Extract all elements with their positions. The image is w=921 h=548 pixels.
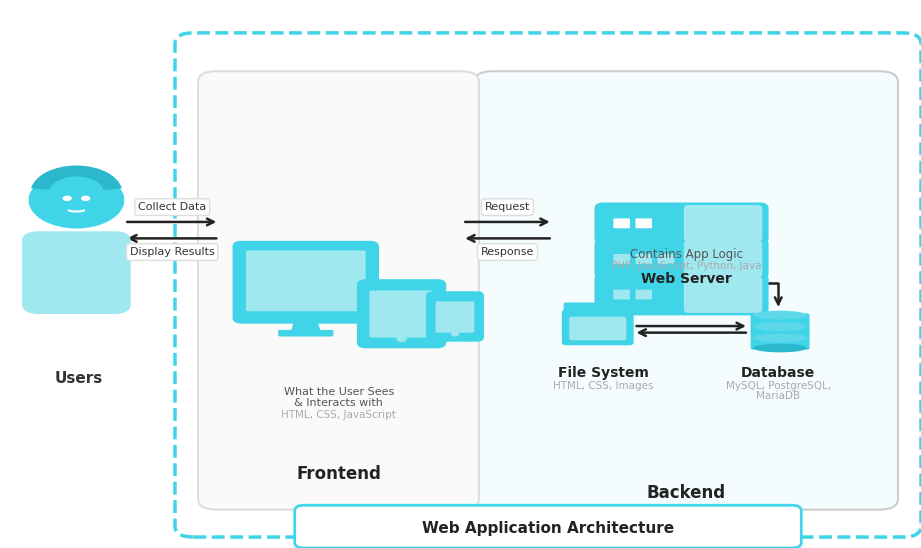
Wedge shape xyxy=(31,165,122,190)
FancyBboxPatch shape xyxy=(369,290,434,338)
FancyBboxPatch shape xyxy=(635,289,652,299)
FancyBboxPatch shape xyxy=(613,254,630,264)
FancyBboxPatch shape xyxy=(278,330,333,336)
Circle shape xyxy=(81,196,90,201)
FancyBboxPatch shape xyxy=(246,250,366,311)
Polygon shape xyxy=(291,318,321,332)
Text: Contains App Logic: Contains App Logic xyxy=(630,248,742,261)
FancyBboxPatch shape xyxy=(596,275,767,314)
Text: Web Application Architecture: Web Application Architecture xyxy=(422,521,674,536)
FancyBboxPatch shape xyxy=(234,242,378,322)
FancyBboxPatch shape xyxy=(613,289,630,299)
Circle shape xyxy=(29,172,124,229)
Text: Collect Data: Collect Data xyxy=(138,202,206,212)
Text: MariaDB: MariaDB xyxy=(756,391,800,401)
FancyBboxPatch shape xyxy=(198,71,479,510)
Text: Backend: Backend xyxy=(647,484,726,502)
FancyBboxPatch shape xyxy=(474,71,898,510)
FancyBboxPatch shape xyxy=(613,219,630,229)
Ellipse shape xyxy=(753,344,807,352)
Text: PHP, JavaScript, Python, Java: PHP, JavaScript, Python, Java xyxy=(611,261,762,271)
Circle shape xyxy=(451,332,459,336)
Text: Database: Database xyxy=(741,366,815,380)
FancyBboxPatch shape xyxy=(751,336,810,350)
FancyBboxPatch shape xyxy=(683,276,763,313)
Circle shape xyxy=(63,196,72,201)
FancyBboxPatch shape xyxy=(436,301,474,333)
FancyBboxPatch shape xyxy=(569,317,626,340)
Text: Frontend: Frontend xyxy=(297,465,381,483)
FancyBboxPatch shape xyxy=(427,293,483,340)
FancyBboxPatch shape xyxy=(596,204,767,243)
Text: What the User Sees: What the User Sees xyxy=(284,387,394,397)
FancyBboxPatch shape xyxy=(635,219,652,229)
FancyBboxPatch shape xyxy=(564,302,598,316)
Text: File System: File System xyxy=(558,366,648,380)
Text: Web Server: Web Server xyxy=(641,272,731,287)
FancyBboxPatch shape xyxy=(22,231,131,314)
FancyBboxPatch shape xyxy=(562,310,634,345)
FancyBboxPatch shape xyxy=(751,313,810,327)
Text: Response: Response xyxy=(481,247,534,257)
Text: Request: Request xyxy=(484,202,530,212)
FancyBboxPatch shape xyxy=(358,281,445,347)
Text: & Interacts with: & Interacts with xyxy=(295,398,383,408)
Text: HTML, CSS, Images: HTML, CSS, Images xyxy=(553,381,654,391)
Ellipse shape xyxy=(753,334,807,342)
FancyBboxPatch shape xyxy=(683,205,763,242)
Text: MySQL, PostgreSQL,: MySQL, PostgreSQL, xyxy=(726,381,831,391)
FancyBboxPatch shape xyxy=(295,505,801,548)
Text: Users: Users xyxy=(54,370,102,386)
FancyBboxPatch shape xyxy=(658,254,674,264)
Ellipse shape xyxy=(753,311,807,319)
FancyBboxPatch shape xyxy=(751,325,810,338)
Text: Display Results: Display Results xyxy=(130,247,215,257)
FancyBboxPatch shape xyxy=(635,254,652,264)
Ellipse shape xyxy=(753,322,807,331)
FancyBboxPatch shape xyxy=(683,241,763,277)
Circle shape xyxy=(397,336,406,341)
Text: HTML, CSS, JavaScript: HTML, CSS, JavaScript xyxy=(282,410,396,420)
FancyBboxPatch shape xyxy=(596,239,767,278)
